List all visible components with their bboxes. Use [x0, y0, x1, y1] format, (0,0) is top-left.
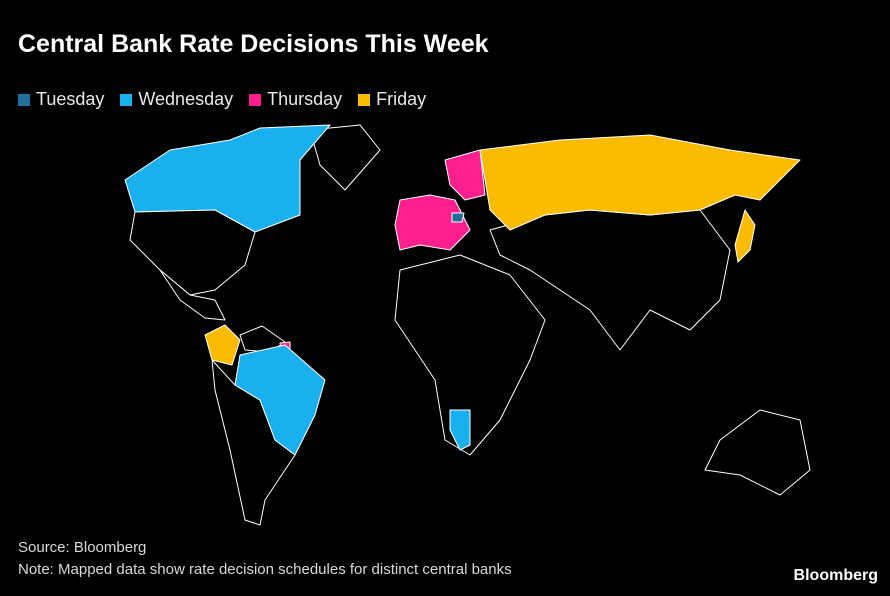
legend-entry: Wednesday: [120, 89, 233, 110]
legend-entry: Thursday: [249, 89, 342, 110]
note: Note: Mapped data show rate decision sch…: [18, 561, 512, 578]
brand: Bloomberg: [793, 567, 878, 584]
scandinavia: [444, 149, 486, 201]
legend-label: Friday: [376, 89, 427, 109]
central-america: [159, 269, 226, 321]
legend-label: Wednesday: [138, 89, 234, 109]
greenland: [309, 124, 381, 191]
africa: [394, 254, 546, 456]
legend-label: Tuesday: [36, 89, 105, 109]
legend-label: Thursday: [267, 89, 343, 109]
legend-swatch: [120, 93, 133, 106]
legend-entry: Tuesday: [18, 89, 104, 110]
colombia: [204, 324, 241, 366]
japan: [734, 209, 756, 263]
legend: Tuesday Wednesday Thursday Friday: [18, 89, 426, 110]
title: Central Bank Rate Decisions This Week: [18, 30, 489, 58]
australia: [704, 409, 811, 496]
russia: [479, 134, 801, 231]
brazil: [234, 344, 326, 456]
hungary: [451, 212, 465, 223]
legend-swatch: [358, 93, 371, 106]
namibia: [449, 409, 471, 451]
united-states: [129, 209, 256, 296]
legend-entry: Friday: [358, 89, 426, 110]
legend-swatch: [18, 93, 30, 106]
legend-swatch: [249, 93, 262, 106]
europe: [394, 194, 471, 251]
source: Source: Bloomberg: [18, 539, 147, 556]
